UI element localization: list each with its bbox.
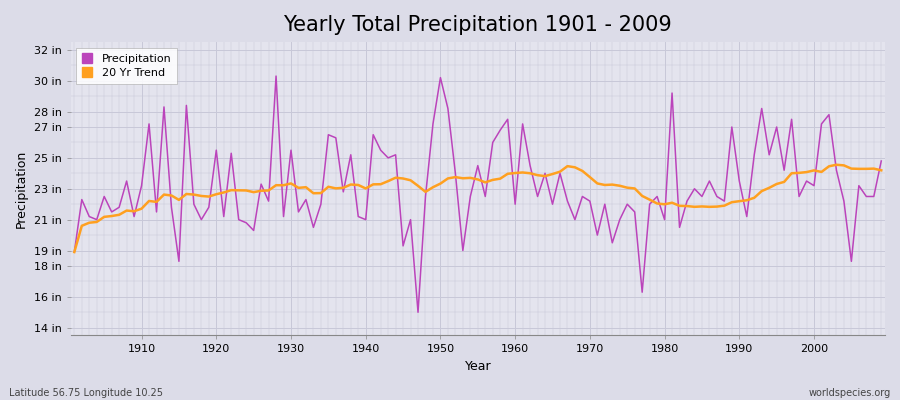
Text: Latitude 56.75 Longitude 10.25: Latitude 56.75 Longitude 10.25 xyxy=(9,388,163,398)
Legend: Precipitation, 20 Yr Trend: Precipitation, 20 Yr Trend xyxy=(76,48,177,84)
Text: worldspecies.org: worldspecies.org xyxy=(809,388,891,398)
Title: Yearly Total Precipitation 1901 - 2009: Yearly Total Precipitation 1901 - 2009 xyxy=(284,15,672,35)
Y-axis label: Precipitation: Precipitation xyxy=(15,150,28,228)
X-axis label: Year: Year xyxy=(464,360,491,373)
